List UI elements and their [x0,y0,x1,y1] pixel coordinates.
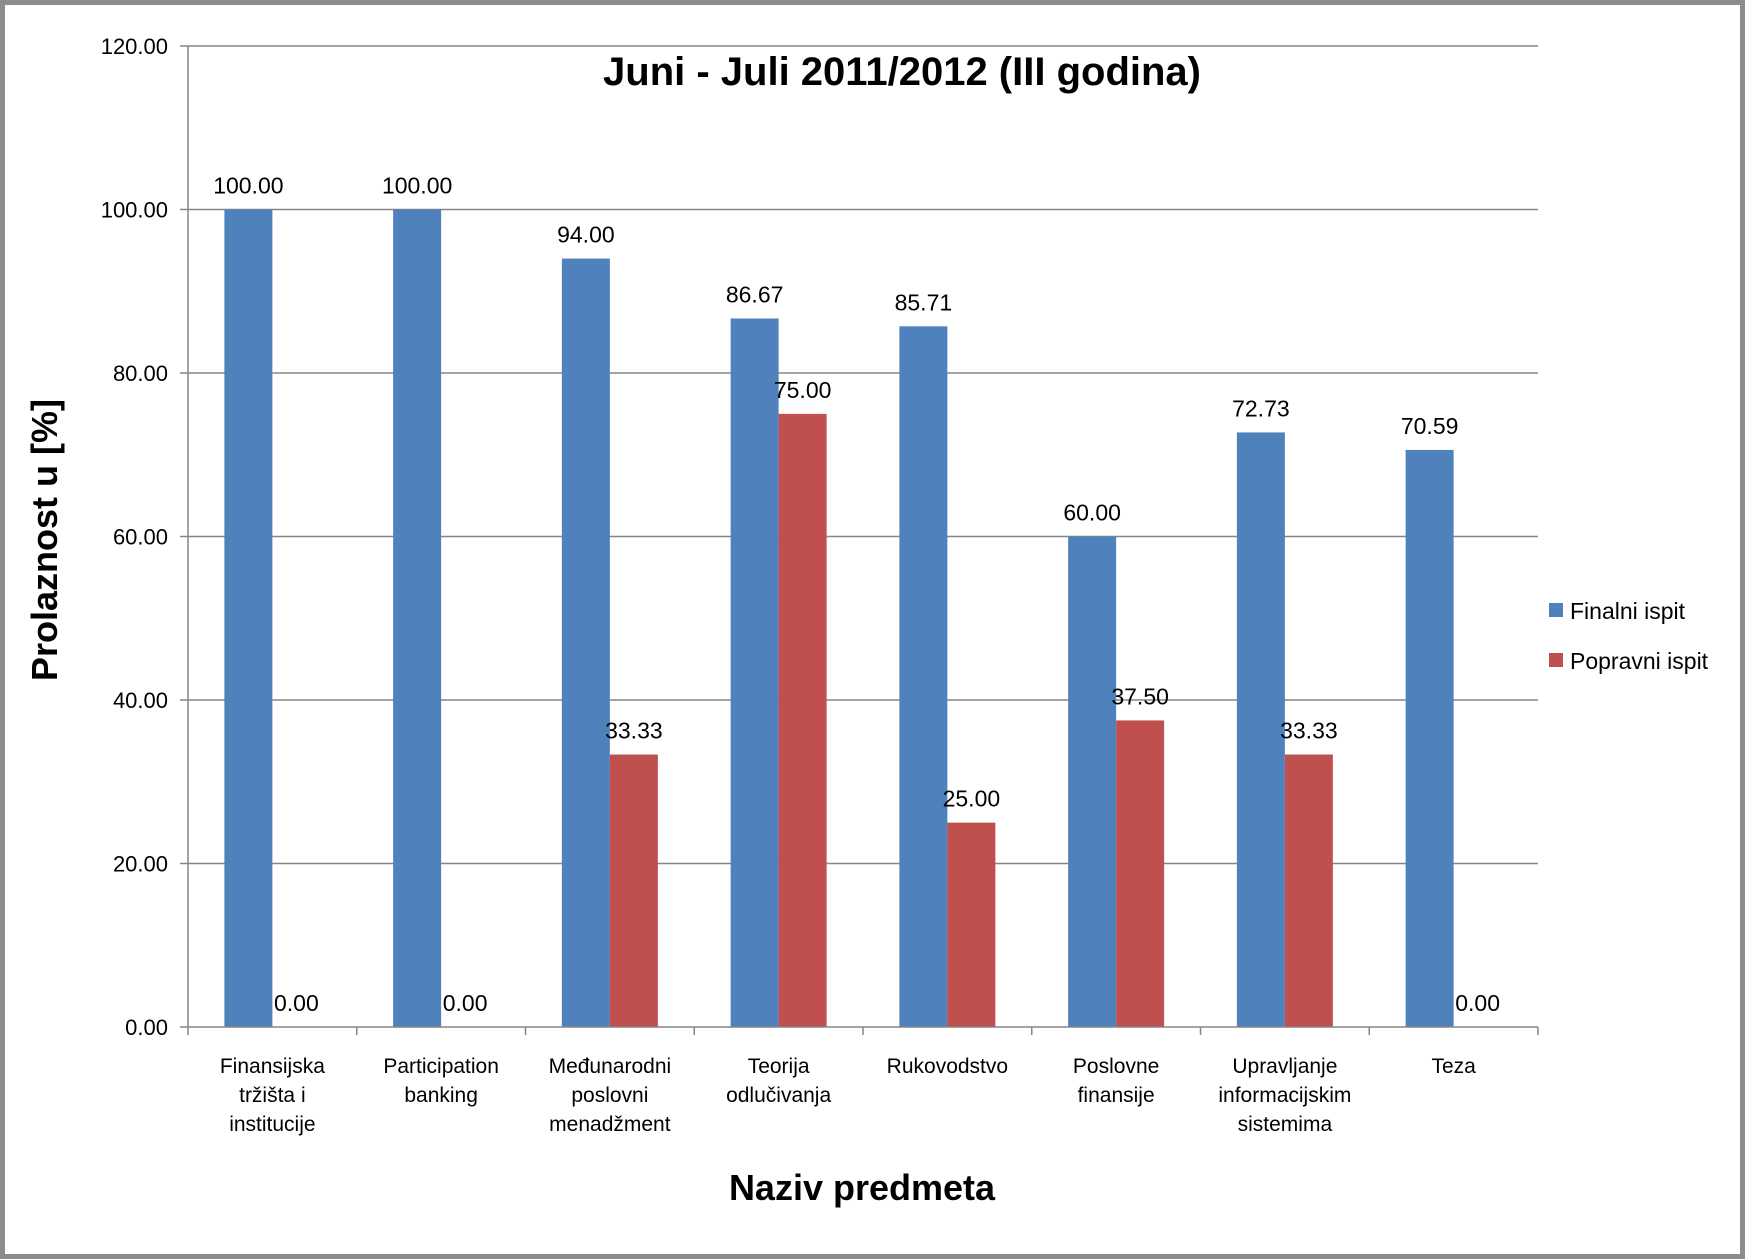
x-tick-label-line: Finansijska [220,1055,325,1078]
x-axis-title: Naziv predmeta [729,1167,996,1208]
bar-popravni-6 [1284,754,1333,1027]
data-label-finalni-4: 85.71 [895,289,953,315]
data-label-popravni-1: 0.00 [443,990,488,1016]
x-tick-label: Međunarodni poslovni menadžment [549,1055,672,1136]
bar-finalni-6 [1236,432,1285,1027]
data-label-finalni-6: 72.73 [1232,395,1290,421]
data-label-finalni-1: 100.00 [382,173,452,199]
x-tick-label-line: odlučivanja [726,1084,831,1107]
data-label-popravni-2: 33.33 [605,718,663,744]
x-tick-label: Teorija odlučivanja [726,1055,831,1107]
data-label-popravni-6: 33.33 [1280,718,1338,744]
data-label-finalni-7: 70.59 [1401,413,1459,439]
y-tick-label: 100.00 [101,198,168,223]
data-label-popravni-0: 0.00 [274,990,319,1016]
bar-finalni-4 [899,326,948,1027]
legend: Finalni ispit Popravni ispit [1549,598,1709,674]
x-tick-label-line: informacijskim [1218,1084,1351,1107]
bar-finalni-0 [224,209,273,1027]
chart-title: Juni - Juli 2011/2012 (III godina) [603,50,1201,94]
data-label-finalni-0: 100.00 [213,173,283,199]
x-tick-label: Rukovodstvo [887,1055,1008,1078]
x-tick-label-line: banking [404,1084,478,1107]
x-tick-label-line: tržišta i [239,1084,306,1107]
x-tick-label-line: Rukovodstvo [887,1055,1008,1078]
x-tick-label: Teza [1431,1055,1476,1078]
data-label-popravni-4: 25.00 [943,786,1001,812]
x-tick-label-line: Poslovne [1073,1055,1159,1078]
legend-swatch-popravni-ispit [1549,653,1563,667]
bar-finalni-1 [393,209,442,1027]
legend-label-finalni-ispit: Finalni ispit [1570,598,1686,624]
y-axis-title: Prolaznost u [%] [24,399,65,681]
bar-finalni-5 [1068,536,1117,1027]
x-tick-label-line: Međunarodni [549,1055,672,1078]
bar-finalni-3 [730,318,779,1027]
x-tick-label-line: finansije [1078,1084,1155,1107]
x-tick-label-line: poslovni [571,1084,648,1107]
x-tick-label-line: Upravljanje [1232,1055,1337,1078]
y-tick-label: 120.00 [101,34,168,59]
legend-swatch-finalni-ispit [1549,603,1563,617]
x-tick-label-line: institucije [229,1113,315,1136]
legend-label-popravni-ispit: Popravni ispit [1570,648,1709,674]
data-label-popravni-3: 75.00 [774,377,832,403]
data-label-popravni-7: 0.00 [1455,990,1500,1016]
bar-popravni-5 [1116,720,1165,1027]
x-tick-label-line: Participation [383,1055,499,1078]
x-tick-label-line: Teorija [748,1055,810,1078]
bar-finalni-7 [1405,449,1454,1027]
bar-popravni-4 [947,822,996,1027]
data-label-finalni-5: 60.00 [1063,500,1121,526]
bars [224,209,1454,1027]
x-tick-label: Finansijska tržišta i institucije [220,1055,325,1136]
data-labels: 100.00 100.00 94.00 86.67 85.71 60.00 72.73 70.… [213,173,1500,1017]
x-tick-label: Participation banking [383,1055,499,1107]
x-tick-label: Poslovne finansije [1073,1055,1159,1107]
y-tick-label: 40.00 [113,688,168,713]
y-tick-label: 80.00 [113,361,168,386]
x-tick-label: Upravljanje informacijskim sistemima [1218,1055,1351,1136]
data-label-finalni-3: 86.67 [726,281,784,307]
bar-popravni-2 [609,754,658,1027]
data-label-popravni-5: 37.50 [1111,683,1169,709]
x-tick-label-line: Teza [1431,1055,1476,1078]
axes: 0.00 20.00 40.00 60.00 80.00 100.00 120.00 Fina… [101,34,1539,1136]
y-tick-label: 20.00 [113,852,168,877]
y-tick-label: 0.00 [125,1015,168,1040]
bar-popravni-3 [778,413,827,1027]
data-label-finalni-2: 94.00 [557,222,615,248]
x-tick-label-line: sistemima [1238,1113,1333,1136]
bar-finalni-2 [561,258,610,1027]
y-tick-label: 60.00 [113,525,168,550]
x-tick-label-line: menadžment [549,1113,671,1136]
